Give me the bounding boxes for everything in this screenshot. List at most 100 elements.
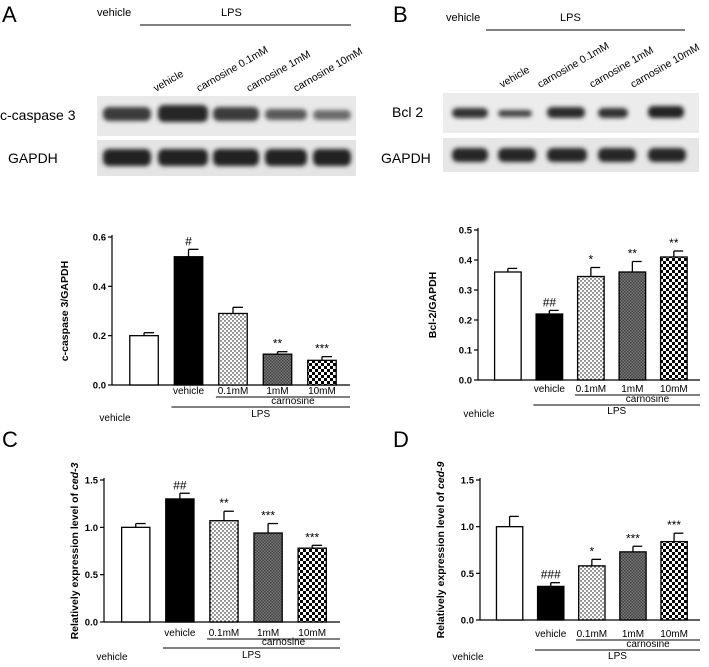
blot-b-band-b5 bbox=[648, 106, 684, 118]
x-label-concentration: 0.1mM bbox=[577, 629, 608, 640]
panel-letter-b: B bbox=[393, 2, 408, 27]
significance-label: ### bbox=[541, 568, 561, 582]
y-tick-label: 1.5 bbox=[461, 476, 475, 487]
bar bbox=[165, 498, 195, 623]
y-tick-label: 0.0 bbox=[461, 616, 474, 627]
blot-b-band-g4 bbox=[598, 148, 636, 162]
x-label-concentration: 10mM bbox=[298, 628, 326, 639]
blot-a-band-g4 bbox=[265, 149, 307, 166]
y-tick-label: 0.0 bbox=[85, 618, 98, 629]
blot-b-row-label-gapdh: GAPDH bbox=[381, 150, 431, 166]
blot-a-band-c5 bbox=[313, 110, 351, 120]
x-label-lps: LPS bbox=[608, 651, 627, 662]
x-label-lps: LPS bbox=[242, 650, 261, 661]
bar bbox=[660, 540, 688, 621]
x-label-lps: LPS bbox=[607, 406, 626, 417]
y-tick-label: 1.0 bbox=[85, 523, 98, 534]
blot-a-band-g3 bbox=[213, 149, 259, 166]
bar bbox=[619, 551, 647, 621]
bar bbox=[576, 275, 605, 381]
bar bbox=[536, 585, 565, 621]
blot-b-band-g1 bbox=[452, 148, 488, 162]
significance-label: ** bbox=[273, 337, 283, 351]
blot-b-band-g2 bbox=[498, 148, 536, 162]
x-label-concentration: 0.1mM bbox=[576, 384, 607, 395]
y-tick-label: 0.5 bbox=[85, 570, 99, 581]
significance-label: *** bbox=[305, 530, 319, 544]
x-label-lps-vehicle: vehicle bbox=[164, 628, 196, 639]
bar bbox=[307, 359, 337, 386]
y-tick-label: 0.1 bbox=[459, 346, 473, 357]
blot-a: vehicle LPS vehicle carnosine 0.1mM carn… bbox=[0, 7, 365, 176]
panel-letter-a: A bbox=[2, 2, 17, 27]
y-tick-label: 0.2 bbox=[93, 331, 106, 342]
significance-label: ** bbox=[669, 236, 679, 250]
panel-letter-c: C bbox=[2, 427, 18, 452]
y-tick-label: 0.4 bbox=[459, 256, 473, 267]
blot-a-row-label-caspase: c-caspase 3 bbox=[0, 107, 76, 123]
y-tick-label: 1.0 bbox=[461, 522, 474, 533]
bar bbox=[173, 256, 204, 386]
x-label-lps-vehicle: vehicle bbox=[535, 629, 567, 640]
y-axis-label: Bcl-2/GAPDH bbox=[427, 272, 439, 339]
blot-b-band-b4 bbox=[598, 108, 628, 118]
y-axis-label: Relatively expression level of ced-3 bbox=[69, 462, 81, 639]
blot-a-lps-header: LPS bbox=[221, 7, 242, 19]
x-label-carnosine: carnosine bbox=[262, 637, 306, 648]
x-label-lps-vehicle: vehicle bbox=[534, 384, 566, 395]
x-label-concentration: 0.1mM bbox=[209, 628, 240, 639]
bar bbox=[209, 520, 239, 623]
y-tick-label: 0.4 bbox=[93, 282, 107, 293]
x-label-concentration: 1mM bbox=[621, 384, 643, 395]
bar bbox=[262, 353, 293, 386]
significance-label: * bbox=[590, 544, 595, 558]
chart-c: 0.0 0.5 1.0 1.5 Relatively expression level … bbox=[69, 462, 340, 663]
blot-b-row-label-bcl2: Bcl 2 bbox=[392, 104, 423, 120]
blot-a-lane-1: vehicle bbox=[152, 68, 186, 95]
bar bbox=[659, 256, 688, 381]
panel-letter-d: D bbox=[393, 427, 409, 452]
blot-b-band-b3 bbox=[547, 107, 585, 118]
x-label-lps: LPS bbox=[251, 409, 270, 420]
x-label-concentration: 1mM bbox=[266, 386, 288, 397]
blot-b-vehicle-header: vehicle bbox=[446, 12, 480, 24]
x-label-concentration: 1mM bbox=[622, 629, 644, 640]
y-tick-label: 1.5 bbox=[85, 476, 99, 487]
x-label-concentration: 10mM bbox=[660, 384, 688, 395]
bar bbox=[495, 526, 524, 621]
bar bbox=[297, 547, 327, 623]
x-label-carnosine: carnosine bbox=[626, 394, 670, 405]
blot-a-band-g2 bbox=[158, 149, 208, 166]
y-axis-label: Relatively expression level of ced-9 bbox=[435, 461, 447, 638]
x-label-vehicle: vehicle bbox=[452, 652, 484, 663]
y-axis-label: c-caspase 3/GAPDH bbox=[59, 261, 71, 361]
significance-label: ** bbox=[219, 496, 229, 510]
significance-label: *** bbox=[667, 518, 681, 532]
blot-b-band-b2 bbox=[498, 110, 532, 117]
y-tick-label: 0.0 bbox=[459, 376, 472, 387]
blot-a-band-c4 bbox=[265, 109, 307, 120]
bar bbox=[253, 532, 283, 623]
chart-d: 0.0 0.5 1.0 1.5 Relatively expression level … bbox=[435, 461, 700, 663]
blot-a-band-c2 bbox=[158, 105, 208, 122]
significance-label: *** bbox=[261, 509, 275, 523]
bar bbox=[578, 565, 606, 621]
y-tick-label: 0.5 bbox=[459, 226, 473, 237]
bar bbox=[618, 271, 647, 381]
significance-label: # bbox=[185, 234, 192, 248]
x-label-carnosine: carnosine bbox=[271, 396, 315, 407]
x-label-concentration: 10mM bbox=[308, 386, 336, 397]
significance-label: ## bbox=[173, 478, 187, 492]
bar bbox=[120, 526, 151, 623]
blot-b: vehicle LPS vehicle carnosine 0.1mM carn… bbox=[381, 12, 702, 172]
significance-label: * bbox=[589, 253, 594, 267]
blot-b-band-b1 bbox=[452, 108, 488, 118]
significance-label: ** bbox=[628, 247, 638, 261]
y-tick-label: 0.2 bbox=[459, 316, 472, 327]
bar bbox=[493, 271, 522, 381]
bar bbox=[535, 313, 564, 381]
blot-a-row-label-gapdh: GAPDH bbox=[8, 150, 58, 166]
blot-b-band-g3 bbox=[547, 148, 587, 162]
x-label-lps-vehicle: vehicle bbox=[173, 386, 205, 397]
